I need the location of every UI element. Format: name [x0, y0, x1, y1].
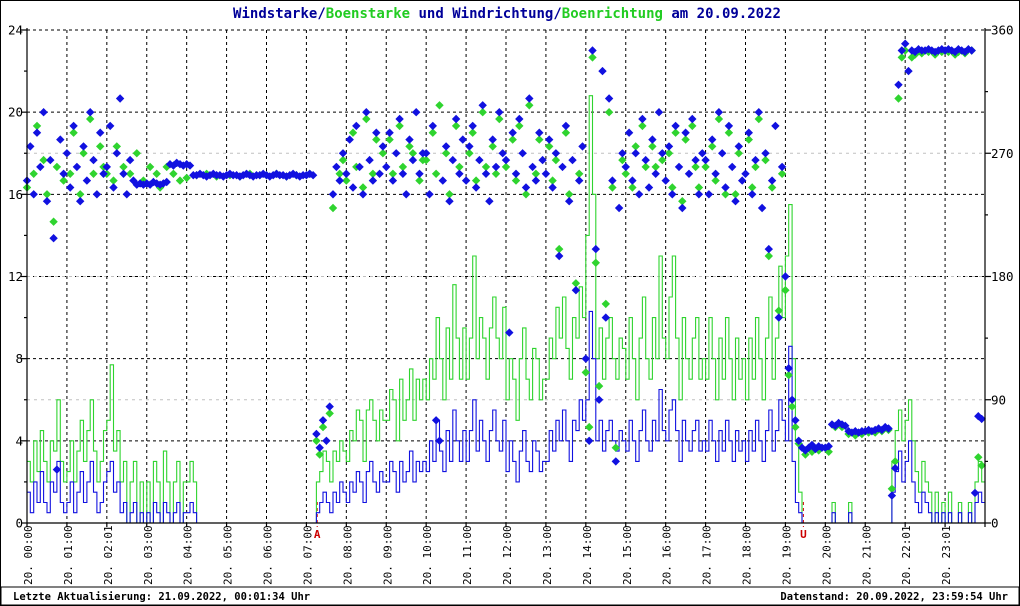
svg-text:20. 01:00: 20. 01:00: [62, 525, 75, 585]
svg-text:20. 12:00: 20. 12:00: [501, 525, 514, 585]
svg-text:20. 22:01: 20. 22:01: [900, 525, 913, 585]
svg-text:20. 15:00: 20. 15:00: [621, 525, 634, 585]
svg-text:0: 0: [15, 516, 23, 531]
svg-text:20. 19:00: 20. 19:00: [780, 525, 793, 585]
svg-text:20. 02:01: 20. 02:01: [102, 525, 115, 585]
svg-text:180: 180: [991, 269, 1014, 284]
svg-text:8: 8: [15, 351, 23, 366]
svg-text:360: 360: [991, 23, 1014, 38]
x-axis-labels: 20. 00:00 20. 01:00 20. 02:01 20. 03:00 20. …: [22, 525, 953, 585]
svg-text:24: 24: [8, 23, 23, 38]
svg-text:20. 09:00: 20. 09:00: [381, 525, 394, 585]
svg-text:4: 4: [15, 433, 23, 448]
svg-text:90: 90: [991, 392, 1006, 407]
svg-text:A: A: [314, 528, 321, 541]
svg-text:20. 21:00: 20. 21:00: [860, 525, 873, 585]
svg-text:20. 18:00: 20. 18:00: [741, 525, 754, 585]
svg-text:16: 16: [8, 187, 23, 202]
svg-text:20. 13:00: 20. 13:00: [541, 525, 554, 585]
svg-text:20. 20:00: 20. 20:00: [820, 525, 833, 585]
status-last-update: Letzte Aktualisierung: 21.09.2022, 00:01…: [13, 591, 310, 603]
svg-text:20. 08:00: 20. 08:00: [341, 525, 354, 585]
svg-text:0: 0: [991, 516, 999, 531]
status-bar: Letzte Aktualisierung: 21.09.2022, 00:01…: [0, 586, 1020, 606]
svg-text:20: 20: [8, 105, 23, 120]
svg-text:20. 05:00: 20. 05:00: [222, 525, 235, 585]
svg-text:20. 00:00: 20. 00:00: [22, 525, 35, 585]
svg-text:20. 17:00: 20. 17:00: [701, 525, 714, 585]
svg-text:20. 11:00: 20. 11:00: [461, 525, 474, 585]
chart-title: Windstarke/Boenstarke und Windrichtung/B…: [233, 6, 781, 22]
status-data-state: Datenstand: 20.09.2022, 23:59:54 Uhr: [780, 591, 1008, 603]
svg-text:20. 14:00: 20. 14:00: [581, 525, 594, 585]
svg-text:20. 04:00: 20. 04:00: [182, 525, 195, 585]
svg-text:20. 10:00: 20. 10:00: [421, 525, 434, 585]
svg-text:20. 07:00: 20. 07:00: [301, 525, 314, 585]
svg-text:12: 12: [8, 269, 23, 284]
wind-speed-line: [27, 310, 985, 524]
axes: [21, 28, 991, 527]
svg-text:20. 03:00: 20. 03:00: [142, 525, 155, 585]
y-axis-left-labels: 0 4 8 12 16 20 24: [8, 23, 23, 531]
y-axis-right-labels: 0 90 180 270 360: [991, 23, 1014, 531]
gust-speed-line: [27, 95, 985, 524]
svg-text:U: U: [800, 528, 807, 541]
svg-text:270: 270: [991, 146, 1014, 161]
svg-text:20. 16:00: 20. 16:00: [661, 525, 674, 585]
svg-text:20. 06:00: 20. 06:00: [262, 525, 275, 585]
svg-text:20. 23:01: 20. 23:01: [940, 525, 953, 585]
